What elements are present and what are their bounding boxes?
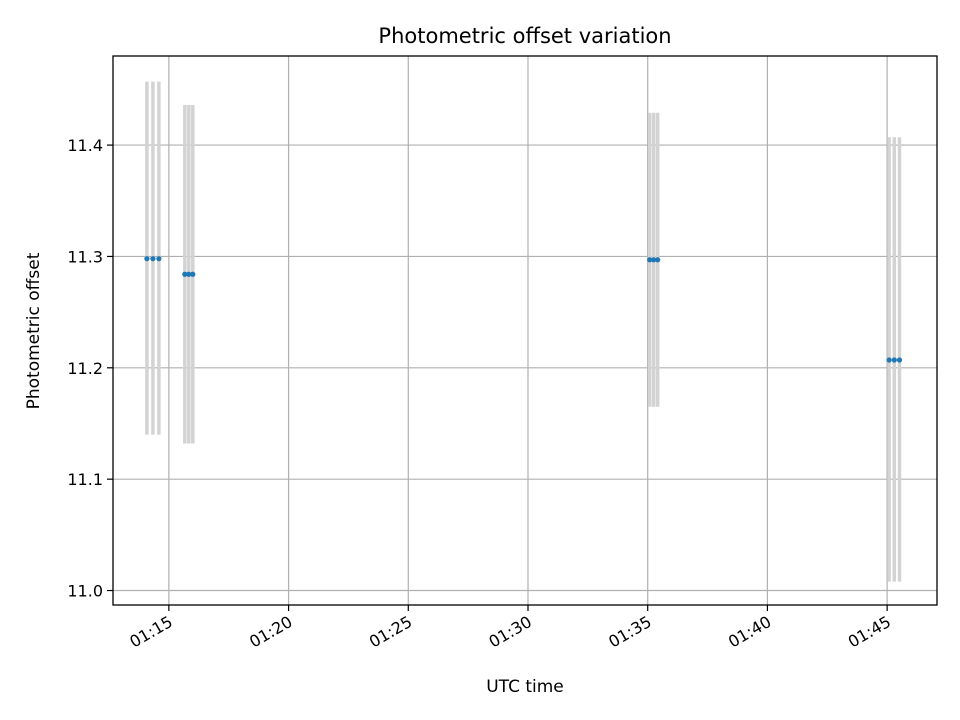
x-tick-label-0: 01:15: [126, 612, 175, 652]
data-point-0-5: [190, 271, 196, 277]
y-axis-ticks: 11.0 11.1 11.2 11.3 11.4: [67, 136, 113, 601]
data-point-0-10: [891, 357, 897, 363]
data-point-0-0: [144, 256, 150, 262]
x-axis-label: UTC time: [486, 677, 564, 697]
data-point-0-11: [896, 357, 903, 363]
data-points: [144, 256, 903, 363]
y-tick-label-2: 11.2: [67, 359, 103, 378]
data-point-0-7: [651, 257, 657, 263]
x-tick-label-2: 01:25: [366, 612, 415, 652]
data-point-0-6: [647, 257, 653, 263]
y-axis-label: Photometric offset: [24, 252, 44, 409]
x-tick-label-3: 01:30: [486, 612, 535, 652]
data-point-0-8: [655, 257, 661, 263]
x-axis-ticks: 01:15 01:20 01:25 01:30 01:35 01:40 01:45: [126, 605, 894, 652]
y-tick-label-4: 11.4: [67, 136, 103, 155]
y-tick-label-3: 11.3: [67, 247, 103, 266]
data-point-0-3: [182, 271, 188, 277]
y-tick-label-0: 11.0: [67, 582, 103, 601]
plot-frame: [112, 55, 938, 606]
x-tick-label-5: 01:40: [725, 612, 774, 652]
error-bars: [145, 81, 902, 582]
x-tick-label-6: 01:45: [845, 612, 894, 652]
data-point-0-9: [886, 357, 892, 363]
x-tick-label-1: 01:20: [246, 612, 295, 652]
y-tick-label-1: 11.1: [67, 470, 103, 489]
data-point-0-4: [186, 271, 192, 277]
x-tick-label-4: 01:35: [605, 612, 654, 652]
chart-title: Photometric offset variation: [378, 24, 671, 48]
data-point-0-1: [150, 256, 156, 262]
grid: [113, 56, 937, 605]
data-point-0-2: [156, 256, 162, 262]
